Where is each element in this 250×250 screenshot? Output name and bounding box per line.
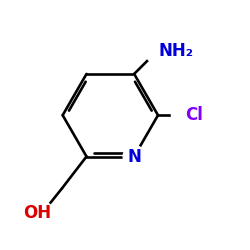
Text: Cl: Cl xyxy=(185,106,203,124)
Circle shape xyxy=(32,202,54,224)
Text: OH: OH xyxy=(24,204,52,222)
Circle shape xyxy=(145,41,167,63)
Text: NH₂: NH₂ xyxy=(158,42,194,60)
Circle shape xyxy=(123,146,145,168)
Circle shape xyxy=(172,104,194,126)
Text: N: N xyxy=(127,148,141,166)
